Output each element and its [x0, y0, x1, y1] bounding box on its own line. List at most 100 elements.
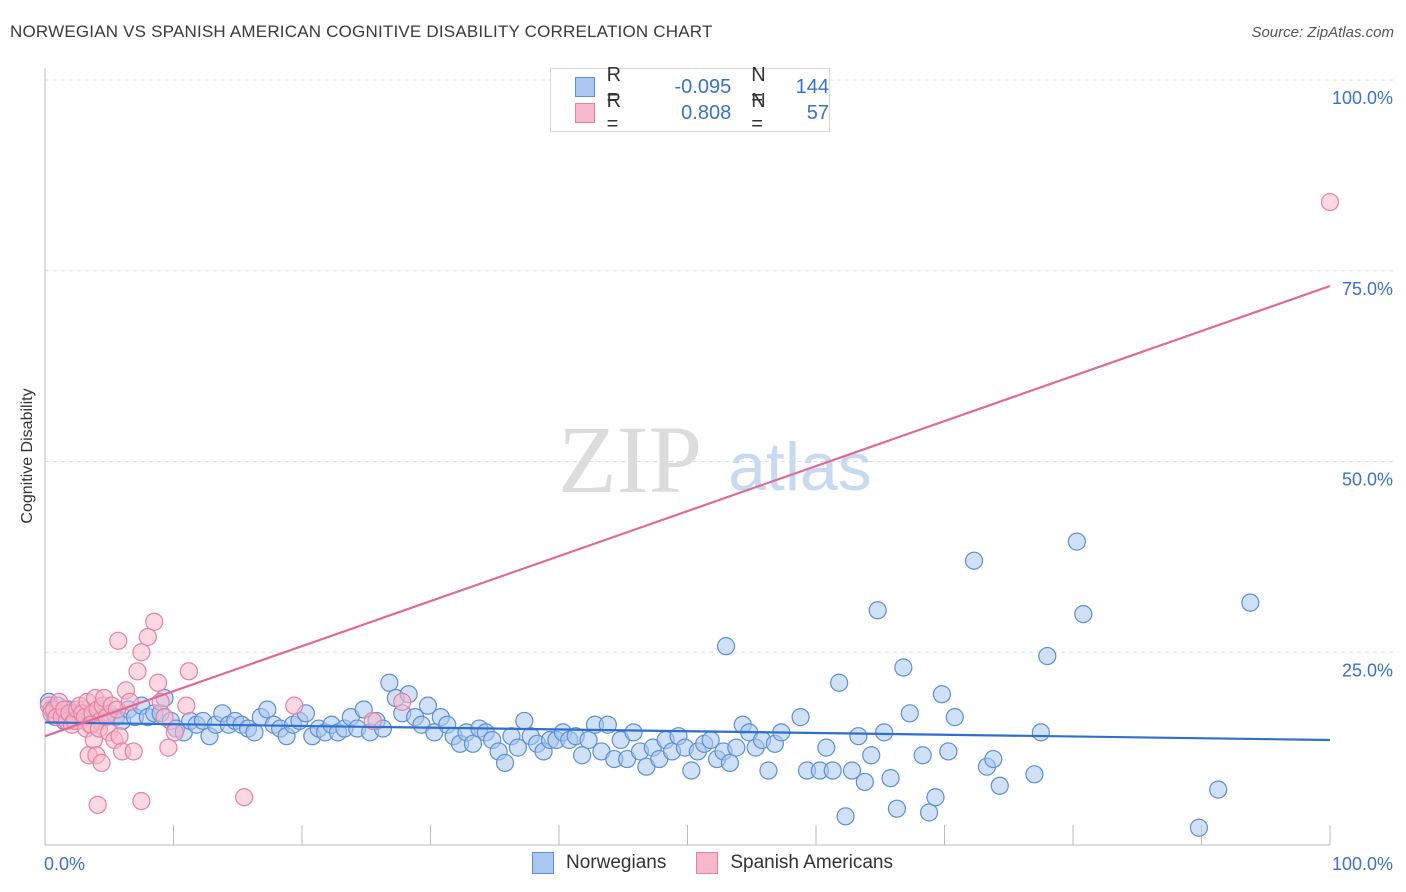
legend-r-value-norwegians: -0.095 [674, 75, 732, 98]
axes [44, 68, 1331, 846]
norwegians-point [900, 704, 919, 723]
series-label-norwegians: Norwegians [566, 852, 667, 873]
gridlines [45, 79, 1395, 653]
spanish-point [132, 791, 151, 811]
norwegians-point [463, 734, 483, 753]
series-legend-norwegians: Norwegians [532, 852, 666, 874]
norwegians-point [1209, 780, 1228, 799]
spanish-point [235, 788, 254, 807]
legend-n-label: N = [751, 64, 766, 109]
norwegians-point [1038, 646, 1057, 666]
norwegians-point [868, 601, 887, 620]
series-legend: Norwegians Spanish Americans [532, 852, 923, 874]
norwegians-point [515, 711, 534, 731]
y-tick-label: 25.0% [1342, 660, 1393, 680]
spanish-point [128, 662, 147, 681]
watermark-atlas: atlas [728, 429, 872, 505]
trend-lines [44, 284, 1331, 742]
norwegians-point [791, 708, 810, 727]
norwegians-point [926, 788, 945, 807]
norwegians-point [887, 799, 907, 818]
norwegians-point [842, 761, 862, 780]
norwegians-point [836, 807, 855, 826]
norwegians-trend-line [44, 721, 1331, 742]
norwegians-point [919, 803, 939, 822]
correlation-legend: R = -0.095 N = 144 R = 0.808 N = 57 [550, 64, 830, 135]
spanish-points [39, 192, 1340, 814]
norwegians-point [1241, 593, 1260, 612]
spanish-point [177, 696, 196, 715]
spanish-trend-line [44, 284, 1331, 738]
norwegians-point [759, 761, 778, 780]
norwegians-point [881, 769, 900, 788]
norwegians-point [817, 738, 836, 757]
spanish-point [1320, 192, 1340, 212]
spanish-point [124, 742, 143, 761]
spanish-point [132, 643, 151, 662]
norwegians-point [495, 753, 515, 772]
norwegians-point [716, 637, 736, 656]
legend-n-value-norwegians: 144 [795, 75, 830, 98]
norwegians-point [875, 723, 894, 742]
spanish-point [159, 738, 178, 757]
series-swatch-blue [532, 852, 554, 874]
norwegians-point [990, 776, 1009, 795]
y-tick-label: 75.0% [1342, 279, 1393, 299]
series-legend-spanish: Spanish Americans [696, 852, 893, 874]
norwegians-point [945, 708, 964, 727]
spanish-point [393, 692, 412, 711]
norwegians-point [855, 772, 874, 792]
norwegians-point [245, 723, 264, 742]
norwegians-point [258, 700, 277, 719]
norwegians-point [727, 738, 746, 757]
watermark: ZIP atlas [558, 406, 872, 513]
watermark-zip: ZIP [558, 406, 702, 513]
legend-swatch-blue [575, 77, 595, 97]
legend-row-norwegians: R = -0.095 N = 144 [575, 64, 830, 109]
spanish-point [145, 612, 164, 631]
source-label: Source: ZipAtlas.com [1251, 24, 1394, 41]
norwegians-point [1025, 765, 1044, 784]
norwegians-point [894, 658, 913, 677]
chart-title: NORWEGIAN VS SPANISH AMERICAN COGNITIVE … [10, 22, 713, 41]
norwegians-points [39, 532, 1260, 837]
legend-r-value-spanish: 0.808 [681, 101, 732, 124]
spanish-point [88, 795, 107, 814]
norwegians-point [682, 761, 701, 780]
x-tick-label: 100.0% [1332, 854, 1393, 874]
spanish-point [165, 723, 184, 742]
norwegians-point [849, 727, 868, 746]
legend-n-value-spanish: 57 [806, 101, 830, 124]
spanish-point [179, 662, 199, 681]
norwegians-point [984, 749, 1003, 769]
norwegians-point [939, 742, 958, 761]
norwegians-point [1074, 604, 1093, 624]
norwegians-point [830, 673, 849, 692]
spanish-point [363, 711, 382, 731]
norwegians-point [964, 551, 984, 570]
norwegians-point [624, 723, 643, 742]
x-tick-label: 0.0% [44, 854, 85, 874]
legend-r-label: R = [606, 90, 622, 135]
y-tick-label: 50.0% [1342, 470, 1393, 490]
norwegians-point [720, 753, 740, 772]
legend-n-label: N = [751, 90, 766, 135]
norwegians-point [913, 746, 932, 765]
legend-r-label: R = [606, 64, 622, 109]
norwegians-point [1031, 723, 1050, 742]
tick-labels: 25.0% 50.0% 75.0% 100.0% 0.0% 100.0% [44, 88, 1393, 874]
norwegians-point [573, 746, 592, 765]
legend-swatch-pink [575, 103, 595, 123]
norwegians-point [418, 696, 438, 715]
spanish-point [138, 627, 157, 647]
spanish-point [285, 696, 304, 715]
series-swatch-pink [696, 852, 719, 874]
spanish-point [110, 727, 129, 746]
legend-row-spanish: R = 0.808 N = 57 [575, 90, 830, 135]
norwegians-point [579, 730, 598, 750]
norwegians-point [508, 738, 527, 757]
norwegians-point [1067, 532, 1086, 551]
norwegians-point [380, 673, 399, 692]
norwegians-point [862, 746, 881, 765]
